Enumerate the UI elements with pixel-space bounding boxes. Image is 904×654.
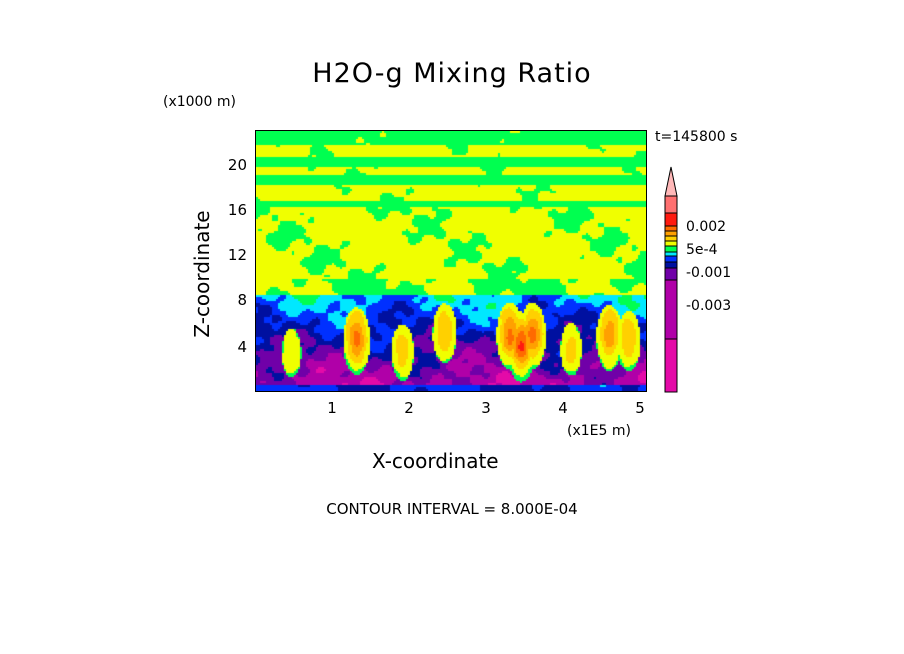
x-axis-label: X-coordinate: [372, 449, 499, 473]
colorbar-segment: [664, 338, 678, 393]
colorbar-label: 5e-4: [686, 242, 718, 258]
colorbar: [664, 166, 678, 393]
x-tick-label: 1: [327, 399, 337, 417]
y-tick-label: 16: [227, 201, 247, 219]
colorbar-label: 0.002: [686, 219, 727, 235]
colorbar-label: -0.003: [686, 298, 732, 314]
time-label: t=145800 s: [655, 129, 738, 145]
y-tick-label: 12: [227, 246, 247, 264]
colorbar-segment: [664, 212, 678, 227]
colorbar-segment: [664, 240, 678, 247]
colorbar-segment: [664, 279, 678, 340]
plot-frame: [255, 130, 647, 392]
colorbar-segment: [664, 245, 678, 253]
y-axis-label: Z-coordinate: [190, 210, 214, 338]
x-axis-unit: (x1E5 m): [567, 423, 631, 439]
x-tick-label: 4: [558, 399, 568, 417]
colorbar-segment: [664, 225, 678, 232]
colorbar-segment: [664, 251, 678, 257]
x-tick-label: 2: [404, 399, 414, 417]
y-axis-unit: (x1000 m): [163, 94, 236, 110]
colorbar-segment: [664, 235, 678, 242]
contour-field: [256, 131, 646, 391]
y-tick-label: 8: [237, 291, 247, 309]
colorbar-overflow-arrow: [664, 166, 678, 197]
y-tick-label: 20: [227, 156, 247, 174]
colorbar-segment: [664, 267, 678, 281]
colorbar-segment: [664, 230, 678, 237]
contour-interval-text: CONTOUR INTERVAL = 8.000E-04: [326, 500, 578, 518]
y-tick-label: 4: [237, 338, 247, 356]
x-tick-label: 5: [635, 399, 645, 417]
colorbar-label: -0.001: [686, 265, 732, 281]
x-tick-label: 3: [481, 399, 491, 417]
colorbar-segment: [664, 195, 678, 214]
colorbar-segment: [664, 261, 678, 269]
chart-title: H2O-g Mixing Ratio: [312, 58, 592, 89]
colorbar-segment: [664, 255, 678, 263]
